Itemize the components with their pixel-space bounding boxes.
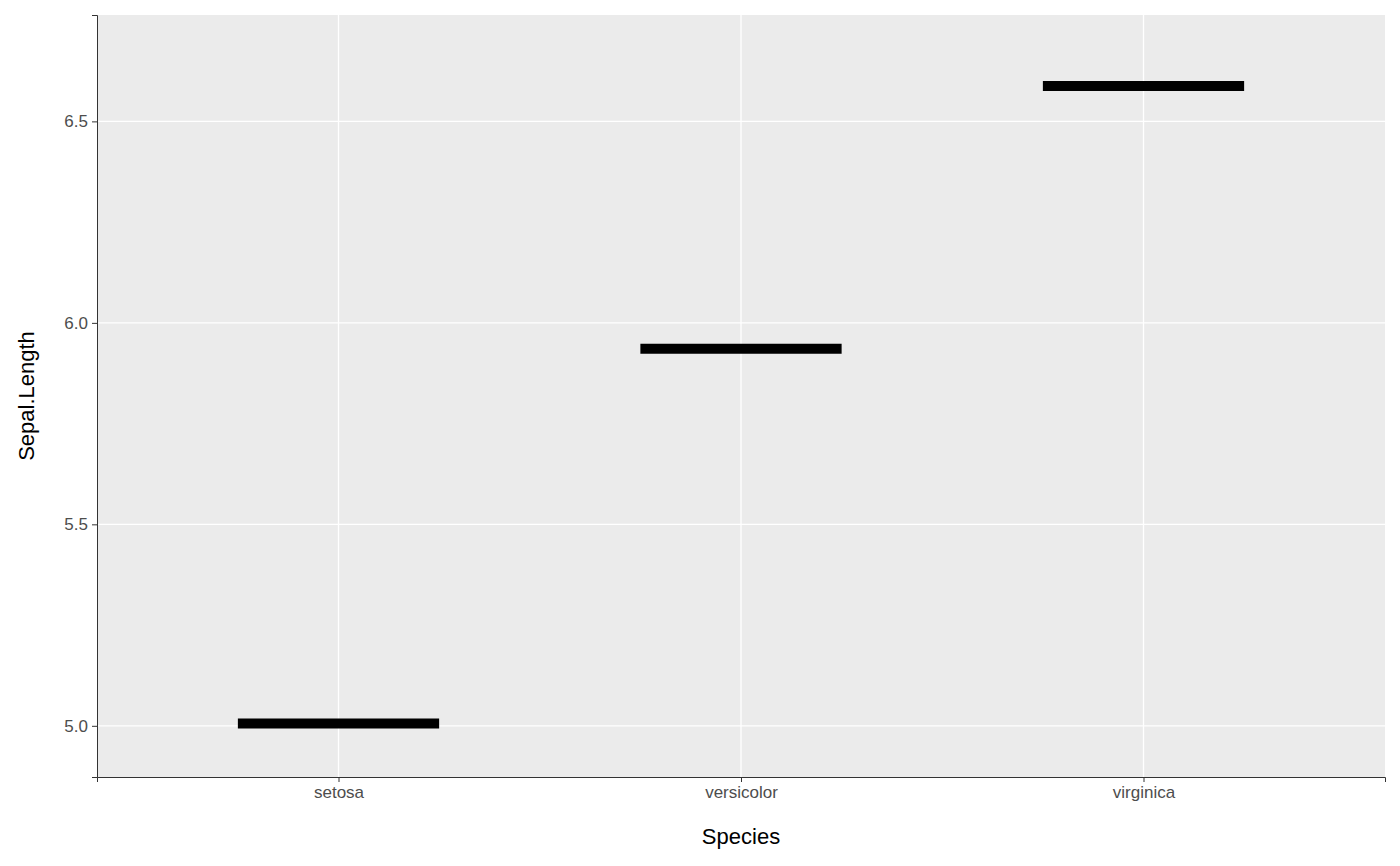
y-axis: 5.0 5.5 6.0 6.5 <box>64 16 97 778</box>
x-axis-line <box>98 778 1386 783</box>
y-tick-label: 5.5 <box>64 515 88 534</box>
y-tick-label: 6.0 <box>64 314 88 333</box>
x-tick-mark <box>1144 777 1145 782</box>
marks <box>238 86 1244 723</box>
x-tick-label: virginica <box>1113 783 1176 802</box>
x-tick: versicolor <box>705 777 778 802</box>
x-tick-label: versicolor <box>705 783 778 802</box>
y-tick-mark <box>92 726 97 727</box>
y-axis-line <box>92 16 98 778</box>
y-tick: 6.5 <box>64 112 97 131</box>
chart: 5.0 5.5 6.0 6.5 setosa versicolor virginica Spe… <box>0 0 1400 866</box>
y-tick-mark <box>92 121 97 122</box>
grid-line <box>338 15 339 777</box>
mean-segment <box>238 718 439 728</box>
grid-line <box>1143 15 1144 777</box>
x-axis: setosa versicolor virginica <box>98 777 1386 802</box>
grid <box>97 15 1385 777</box>
x-tick-label: setosa <box>314 783 365 802</box>
x-tick-mark <box>339 777 340 782</box>
plot: 5.0 5.5 6.0 6.5 setosa versicolor virginica <box>64 15 1385 802</box>
y-tick-label: 5.0 <box>64 717 88 736</box>
mean-segment <box>640 344 841 354</box>
panel-background <box>97 15 1385 777</box>
y-tick: 5.0 <box>64 717 97 736</box>
grid-line <box>740 15 741 777</box>
y-tick-mark <box>92 323 97 324</box>
mean-segment <box>1043 81 1244 91</box>
y-tick-label: 6.5 <box>64 112 88 131</box>
y-tick: 5.5 <box>64 515 97 534</box>
x-axis-title: Species <box>702 824 780 849</box>
y-tick: 6.0 <box>64 314 97 333</box>
x-tick-mark <box>741 777 742 782</box>
x-tick: virginica <box>1113 777 1176 802</box>
x-tick: setosa <box>314 777 365 802</box>
y-axis-title: Sepal.Length <box>14 331 39 461</box>
y-tick-mark <box>92 524 97 525</box>
